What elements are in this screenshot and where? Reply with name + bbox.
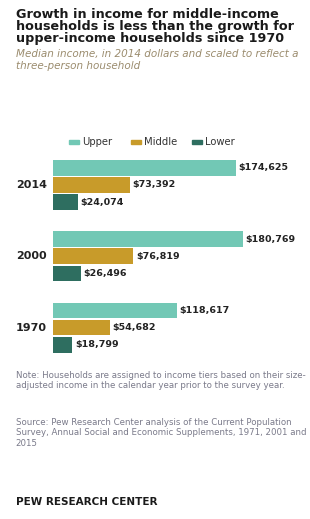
Text: 2014: 2014 <box>16 180 46 190</box>
Text: PEW RESEARCH CENTER: PEW RESEARCH CENTER <box>16 497 157 507</box>
Bar <box>131 140 141 144</box>
Text: Note: Households are assigned to income tiers based on their size-
adjusted inco: Note: Households are assigned to income … <box>16 371 305 390</box>
Text: Median income, in 2014 dollars and scaled to reflect a
three-person household: Median income, in 2014 dollars and scale… <box>16 49 298 71</box>
Bar <box>53 177 130 193</box>
Text: Source: Pew Research Center analysis of the Current Population
Survey, Annual So: Source: Pew Research Center analysis of … <box>16 418 306 447</box>
Bar <box>53 194 78 210</box>
Bar <box>53 160 236 175</box>
Text: Upper: Upper <box>82 137 113 147</box>
Text: upper-income households since 1970: upper-income households since 1970 <box>16 32 284 45</box>
Bar <box>53 249 133 264</box>
Text: $26,496: $26,496 <box>83 269 126 278</box>
Bar <box>53 320 110 335</box>
Text: Growth in income for middle-income: Growth in income for middle-income <box>16 8 278 21</box>
Text: Middle: Middle <box>144 137 177 147</box>
Text: $76,819: $76,819 <box>136 252 179 261</box>
Text: households is less than the growth for: households is less than the growth for <box>16 20 294 33</box>
Bar <box>53 266 81 281</box>
Bar <box>53 337 73 352</box>
Text: $24,074: $24,074 <box>81 198 124 207</box>
Bar <box>192 140 202 144</box>
Text: $174,625: $174,625 <box>239 163 289 172</box>
Bar <box>53 231 243 247</box>
Text: $73,392: $73,392 <box>132 181 175 189</box>
Text: 1970: 1970 <box>16 323 46 333</box>
Text: $180,769: $180,769 <box>245 235 295 243</box>
Text: $118,617: $118,617 <box>180 306 230 315</box>
Text: $18,799: $18,799 <box>75 340 118 349</box>
Text: 2000: 2000 <box>16 251 46 261</box>
Bar <box>69 140 79 144</box>
Text: $54,682: $54,682 <box>113 323 156 332</box>
Text: Lower: Lower <box>205 137 235 147</box>
Bar <box>53 303 177 318</box>
